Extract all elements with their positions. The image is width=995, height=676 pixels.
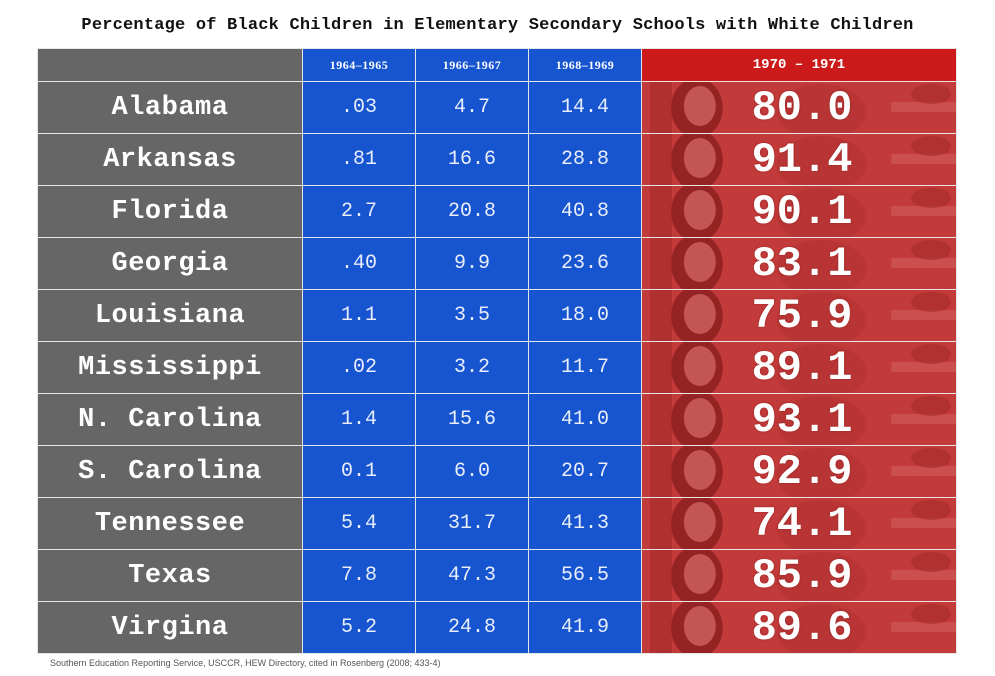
portrait-backdrop-image	[642, 186, 956, 237]
column-header-highlight: 1970 – 1971	[641, 48, 957, 82]
value-cell: 47.3	[415, 549, 529, 602]
highlight-value-cell: 91.4	[641, 133, 957, 186]
value-cell: 15.6	[415, 393, 529, 446]
portrait-backdrop-image	[642, 134, 956, 185]
value-cell: 56.5	[528, 549, 642, 602]
state-label: Texas	[37, 549, 303, 602]
data-table: 1964–1965 1966–1967 1968–1969 1970 – 197…	[37, 48, 957, 654]
value-cell: 41.3	[528, 497, 642, 550]
value-cell: 18.0	[528, 289, 642, 342]
highlight-value-cell: 93.1	[641, 393, 957, 446]
highlight-value: 85.9	[751, 551, 853, 600]
highlight-value: 83.1	[751, 239, 853, 288]
value-cell: 28.8	[528, 133, 642, 186]
table-row: Alabama .03 4.7 14.4 80.0	[37, 81, 957, 134]
table-row: Louisiana 1.1 3.5 18.0 75.9	[37, 289, 957, 342]
table-row: Georgia .40 9.9 23.6 83.1	[37, 237, 957, 290]
highlight-value-cell: 89.6	[641, 601, 957, 654]
table-row: S. Carolina 0.1 6.0 20.7 92.9	[37, 445, 957, 498]
highlight-value-cell: 92.9	[641, 445, 957, 498]
source-note: Southern Education Reporting Service, US…	[50, 658, 441, 668]
value-cell: 14.4	[528, 81, 642, 134]
highlight-value-cell: 90.1	[641, 185, 957, 238]
highlight-value: 89.6	[751, 603, 853, 652]
table-row: Tennessee 5.4 31.7 41.3 74.1	[37, 497, 957, 550]
table-row: Virgina 5.2 24.8 41.9 89.6	[37, 601, 957, 654]
highlight-value: 92.9	[751, 447, 853, 496]
portrait-backdrop-image	[642, 602, 956, 653]
highlight-value-cell: 80.0	[641, 81, 957, 134]
highlight-value-cell: 75.9	[641, 289, 957, 342]
portrait-backdrop-image	[642, 82, 956, 133]
value-cell: .02	[302, 341, 416, 394]
value-cell: 5.2	[302, 601, 416, 654]
portrait-backdrop-image	[642, 238, 956, 289]
state-label: Virgina	[37, 601, 303, 654]
state-label: S. Carolina	[37, 445, 303, 498]
state-label: Tennessee	[37, 497, 303, 550]
value-cell: 1.4	[302, 393, 416, 446]
highlight-value: 89.1	[751, 343, 853, 392]
column-header: 1964–1965	[302, 48, 416, 82]
value-cell: 24.8	[415, 601, 529, 654]
value-cell: 31.7	[415, 497, 529, 550]
column-header: 1966–1967	[415, 48, 529, 82]
value-cell: 9.9	[415, 237, 529, 290]
value-cell: 3.5	[415, 289, 529, 342]
state-label: Louisiana	[37, 289, 303, 342]
table-row: Florida 2.7 20.8 40.8 90.1	[37, 185, 957, 238]
value-cell: 3.2	[415, 341, 529, 394]
portrait-backdrop-image	[642, 342, 956, 393]
value-cell: 7.8	[302, 549, 416, 602]
highlight-value-cell: 89.1	[641, 341, 957, 394]
value-cell: 20.7	[528, 445, 642, 498]
highlight-value-cell: 83.1	[641, 237, 957, 290]
value-cell: 6.0	[415, 445, 529, 498]
value-cell: .40	[302, 237, 416, 290]
table-row: Texas 7.8 47.3 56.5 85.9	[37, 549, 957, 602]
state-label: Alabama	[37, 81, 303, 134]
value-cell: 11.7	[528, 341, 642, 394]
value-cell: 40.8	[528, 185, 642, 238]
highlight-value-cell: 74.1	[641, 497, 957, 550]
chart-title: Percentage of Black Children in Elementa…	[81, 16, 914, 35]
header-row: 1964–1965 1966–1967 1968–1969 1970 – 197…	[37, 48, 957, 82]
table-row: N. Carolina 1.4 15.6 41.0 93.1	[37, 393, 957, 446]
header-corner-cell	[37, 48, 303, 82]
portrait-backdrop-image	[642, 498, 956, 549]
value-cell: .81	[302, 133, 416, 186]
state-label: Georgia	[37, 237, 303, 290]
value-cell: 41.0	[528, 393, 642, 446]
state-label: Mississippi	[37, 341, 303, 394]
highlight-value: 74.1	[751, 499, 853, 548]
value-cell: 41.9	[528, 601, 642, 654]
portrait-backdrop-image	[642, 290, 956, 341]
highlight-value: 75.9	[751, 291, 853, 340]
value-cell: 16.6	[415, 133, 529, 186]
value-cell: 1.1	[302, 289, 416, 342]
state-label: N. Carolina	[37, 393, 303, 446]
value-cell: 5.4	[302, 497, 416, 550]
portrait-backdrop-image	[642, 394, 956, 445]
highlight-value: 80.0	[751, 83, 853, 132]
table-row: Arkansas .81 16.6 28.8 91.4	[37, 133, 957, 186]
value-cell: 20.8	[415, 185, 529, 238]
state-label: Florida	[37, 185, 303, 238]
highlight-value: 90.1	[751, 187, 853, 236]
portrait-backdrop-image	[642, 550, 956, 601]
value-cell: 2.7	[302, 185, 416, 238]
value-cell: 0.1	[302, 445, 416, 498]
state-label: Arkansas	[37, 133, 303, 186]
value-cell: 4.7	[415, 81, 529, 134]
highlight-value-cell: 85.9	[641, 549, 957, 602]
highlight-value: 93.1	[751, 395, 853, 444]
value-cell: 23.6	[528, 237, 642, 290]
column-header: 1968–1969	[528, 48, 642, 82]
highlight-value: 91.4	[751, 135, 853, 184]
value-cell: .03	[302, 81, 416, 134]
table-row: Mississippi .02 3.2 11.7 89.1	[37, 341, 957, 394]
portrait-backdrop-image	[642, 446, 956, 497]
